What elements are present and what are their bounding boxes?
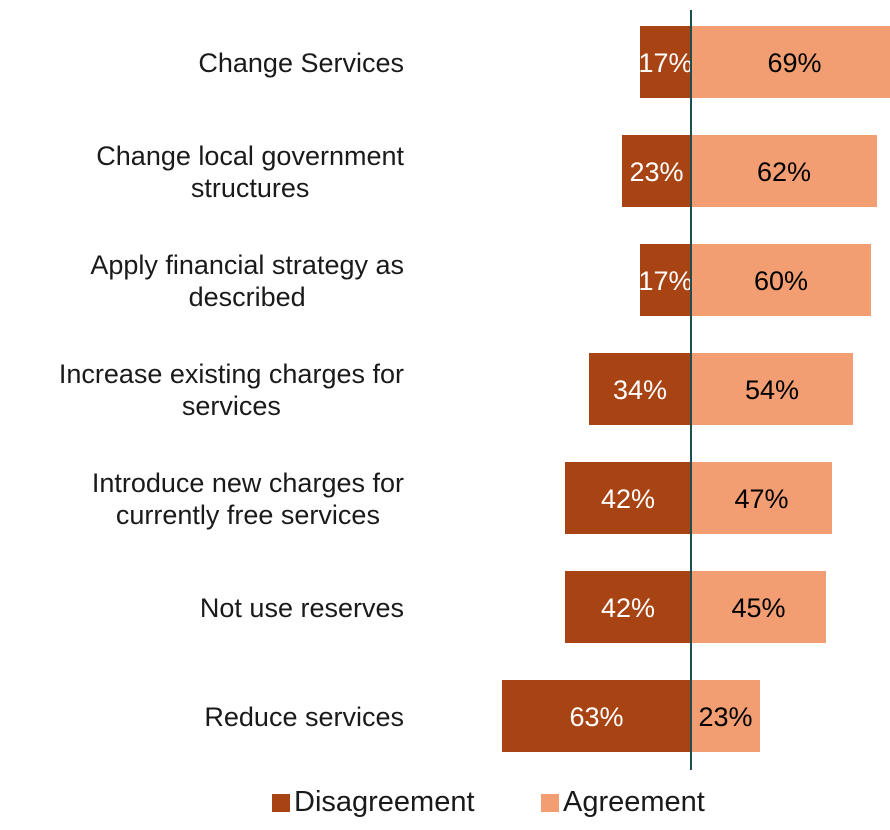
data-label-agreement: 69% xyxy=(767,48,821,78)
category-label: Reduce services xyxy=(204,702,404,732)
data-label-disagreement: 42% xyxy=(601,484,655,514)
category-label-line: Change Services xyxy=(198,48,404,78)
data-label-agreement: 23% xyxy=(698,702,752,732)
bars-group: 17% 69% 23% 62% 17% 60% 34% 54% 42% 47% 42% 45% 63% 2… xyxy=(502,26,890,752)
legend-swatch xyxy=(541,794,559,812)
data-label-disagreement: 63% xyxy=(569,702,623,732)
bar-disagreement xyxy=(589,353,691,425)
legend: Disagreement Agreement xyxy=(272,786,705,818)
data-label-agreement: 62% xyxy=(757,157,811,187)
category-label-line: Change local government xyxy=(96,141,404,171)
bar-disagreement xyxy=(640,244,691,316)
category-label: Not use reserves xyxy=(200,593,404,623)
category-label: Change Services xyxy=(198,48,404,78)
bar-disagreement xyxy=(565,462,691,534)
bar-disagreement xyxy=(502,680,691,752)
bar-agreement xyxy=(691,26,890,98)
bar-agreement xyxy=(691,135,877,207)
category-label-line: described xyxy=(189,282,306,312)
bar-disagreement xyxy=(640,26,691,98)
category-label-line: Not use reserves xyxy=(200,593,404,623)
data-label-agreement: 47% xyxy=(734,484,788,514)
category-label-line: Reduce services xyxy=(204,702,404,732)
data-label-disagreement: 17% xyxy=(638,48,692,78)
bar-disagreement xyxy=(622,135,691,207)
bar-agreement xyxy=(691,571,826,643)
bar-agreement xyxy=(691,680,760,752)
category-labels: Change Services Change local governmentst… xyxy=(59,48,405,732)
data-label-disagreement: 42% xyxy=(601,593,655,623)
data-label-agreement: 54% xyxy=(745,375,799,405)
data-label-disagreement: 23% xyxy=(629,157,683,187)
bar-agreement xyxy=(691,244,871,316)
legend-label: Disagreement xyxy=(294,786,475,818)
category-label-line: currently free services xyxy=(116,500,380,530)
legend-label: Agreement xyxy=(563,786,705,818)
category-label-line: Increase existing charges for xyxy=(59,359,404,389)
data-label-disagreement: 34% xyxy=(613,375,667,405)
legend-item-disagreement: Disagreement xyxy=(272,786,475,818)
category-label-line: Introduce new charges for xyxy=(92,468,404,498)
data-label-disagreement: 17% xyxy=(638,266,692,296)
category-label-line: services xyxy=(182,391,281,421)
bar-agreement xyxy=(691,353,853,425)
legend-item-agreement: Agreement xyxy=(541,786,705,818)
bar-disagreement xyxy=(565,571,691,643)
legend-swatch xyxy=(272,794,290,812)
bar-agreement xyxy=(691,462,832,534)
category-label-line: Apply financial strategy as xyxy=(90,250,404,280)
data-label-agreement: 45% xyxy=(731,593,785,623)
data-label-agreement: 60% xyxy=(754,266,808,296)
category-label-line: structures xyxy=(191,173,310,203)
